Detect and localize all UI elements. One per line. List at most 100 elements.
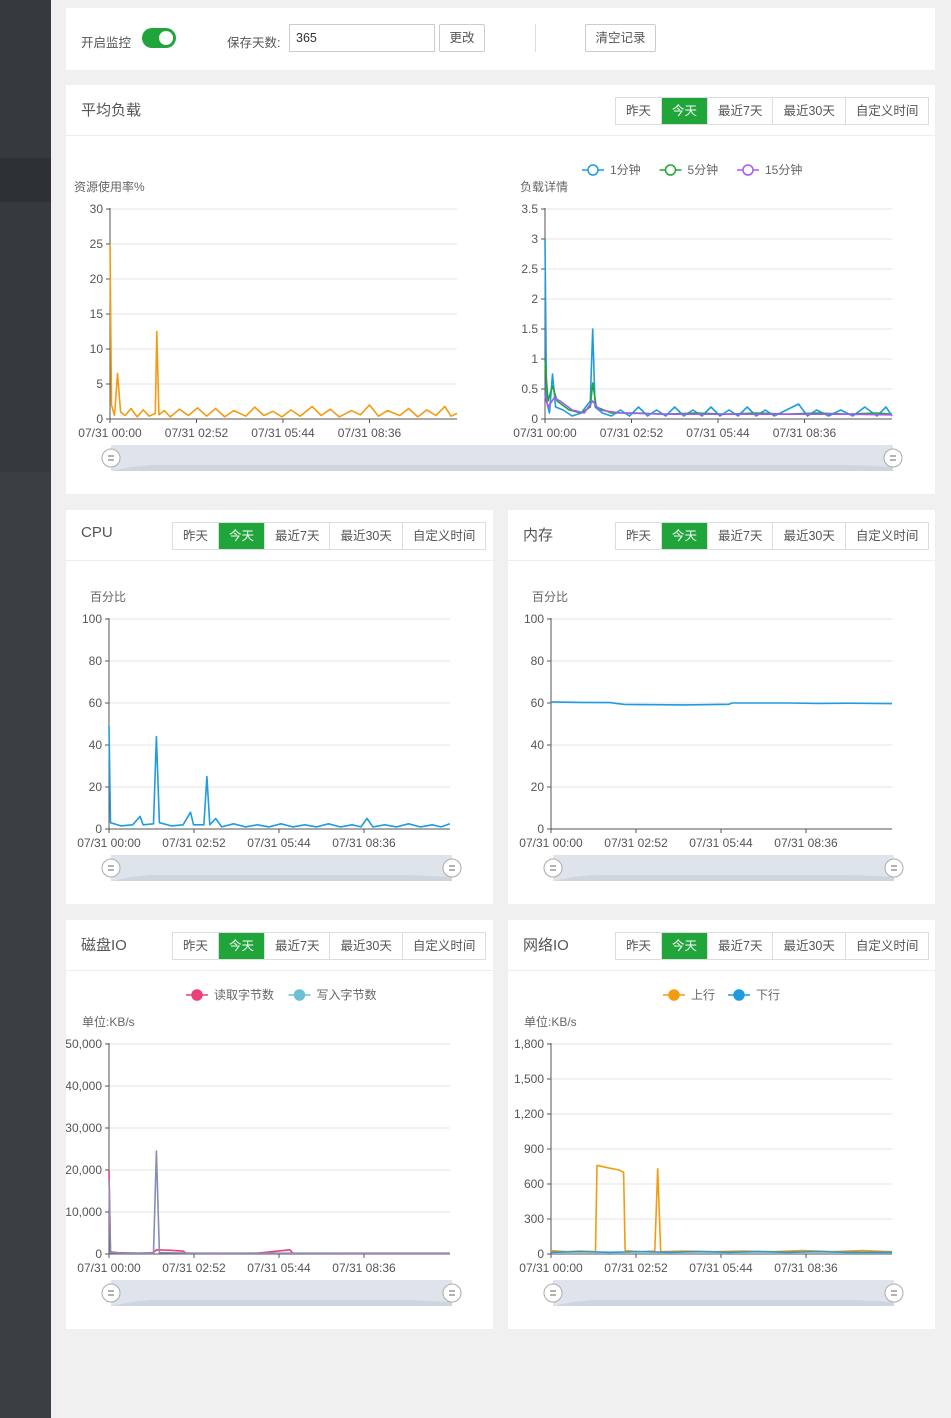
range-tab[interactable]: 最近30天 — [773, 98, 846, 124]
y-tick-label: 1,500 — [514, 1072, 544, 1086]
memory-title: 内存 — [523, 527, 554, 544]
load-legend: 1分钟 5分钟 15分钟 — [582, 162, 802, 177]
legend-marker — [668, 989, 680, 1001]
range-tab[interactable]: 最近7天 — [265, 523, 331, 549]
legend-item[interactable]: 1分钟 — [582, 162, 641, 177]
x-tick-label: 07/31 05:44 — [689, 1261, 753, 1275]
disk-legend: 读取字节数 写入字节数 — [186, 987, 377, 1002]
range-tab[interactable]: 最近30天 — [773, 933, 846, 959]
load-card: 平均负载 昨天 今天 最近7天 最近30天 自定义时间 资源使用率% 负载详情 1分钟 5… — [66, 85, 935, 494]
range-tab[interactable]: 自定义时间 — [855, 939, 919, 953]
x-tick-label: 07/31 02:52 — [600, 426, 664, 440]
x-tick-label: 07/31 08:36 — [332, 1261, 396, 1275]
series-line — [544, 238, 893, 417]
y-tick-label: 900 — [524, 1142, 544, 1156]
range-tab[interactable]: 最近7天 — [265, 933, 331, 959]
range-tab[interactable]: 最近7天 — [708, 933, 774, 959]
cpu-zoom-slider[interactable] — [101, 855, 462, 881]
y-tick-label: 2.5 — [521, 262, 538, 276]
y-tick-label: 10,000 — [66, 1205, 102, 1219]
y-tick-label: 30 — [90, 202, 104, 216]
series-line — [550, 1164, 893, 1253]
y-tick-label: 15 — [90, 307, 104, 321]
y-tick-label: 80 — [531, 654, 545, 668]
network-zoom-slider[interactable] — [543, 1280, 904, 1306]
legend-item[interactable]: 下行 — [728, 988, 780, 1002]
legend-marker — [733, 989, 745, 1001]
x-tick-label: 07/31 08:36 — [332, 836, 396, 850]
zoom-handle[interactable] — [101, 1283, 121, 1303]
y-tick-label: 1.5 — [521, 322, 538, 336]
range-tab[interactable]: 自定义时间 — [855, 104, 919, 118]
legend-label: 5分钟 — [688, 162, 719, 177]
zoom-handle[interactable] — [884, 1283, 904, 1303]
zoom-handle[interactable] — [442, 858, 462, 878]
y-tick-label: 10 — [90, 342, 104, 356]
y-tick-label: 20,000 — [66, 1163, 102, 1177]
range-tab[interactable]: 今天 — [219, 933, 266, 959]
zoom-handle[interactable] — [101, 448, 121, 468]
range-tab[interactable]: 昨天 — [616, 98, 663, 124]
range-tab[interactable]: 自定义时间 — [412, 529, 476, 543]
monitor-toggle[interactable] — [142, 28, 176, 48]
range-tab[interactable]: 自定义时间 — [855, 529, 919, 543]
memory-ylabel: 百分比 — [532, 590, 568, 604]
series-line — [108, 1150, 450, 1254]
range-tab[interactable]: 今天 — [219, 523, 266, 549]
handle-knob — [543, 1283, 563, 1303]
monitor-label: 开启监控 — [81, 36, 132, 50]
zoom-handle[interactable] — [442, 1283, 462, 1303]
zoom-handle[interactable] — [543, 1283, 563, 1303]
legend-item[interactable]: 读取字节数 — [186, 987, 274, 1002]
range-tab[interactable]: 今天 — [662, 933, 709, 959]
y-tick-label: 0 — [531, 412, 538, 426]
range-tab[interactable]: 今天 — [662, 523, 709, 549]
range-tab[interactable]: 昨天 — [616, 523, 663, 549]
range-tab[interactable]: 昨天 — [616, 933, 663, 959]
handle-knob — [884, 858, 904, 878]
handle-knob — [101, 1283, 121, 1303]
cpu-chart: 0 20 40 60 80 100 07/31 00:00 07/31 02:52 07/31 … — [77, 612, 451, 850]
legend-marker — [293, 989, 306, 1001]
load-chart-svg: 资源使用率% 负载详情 1分钟 5分钟 15分钟 05101520253007/31… — [74, 162, 903, 471]
legend-item[interactable]: 5分钟 — [659, 162, 719, 177]
legend-item[interactable]: 写入字节数 — [288, 987, 377, 1002]
range-tab[interactable]: 昨天 — [173, 523, 220, 549]
x-tick-label: 07/31 08:36 — [774, 836, 838, 850]
legend-label: 上行 — [691, 988, 715, 1002]
range-tab[interactable]: 最近30天 — [330, 523, 403, 549]
legend-item[interactable]: 15分钟 — [737, 162, 802, 177]
y-tick-label: 1,200 — [514, 1107, 544, 1121]
load-zoom-slider[interactable] — [101, 445, 903, 471]
legend-label: 1分钟 — [610, 162, 641, 177]
range-tab[interactable]: 昨天 — [173, 933, 220, 959]
change-button[interactable]: 更改 — [439, 24, 485, 52]
retain-days-input[interactable] — [289, 24, 435, 52]
range-tab[interactable]: 今天 — [662, 98, 709, 124]
x-tick-label: 07/31 08:36 — [338, 426, 402, 440]
x-tick-label: 07/31 05:44 — [247, 836, 311, 850]
disk-zoom-slider[interactable] — [101, 1280, 462, 1306]
zoom-handle[interactable] — [543, 858, 563, 878]
disk-io-card: 磁盘IO 昨天 今天 最近7天 最近30天 自定义时间 读取字节数 写入字节数 单位:KB… — [66, 920, 493, 1329]
legend-item[interactable]: 上行 — [663, 988, 715, 1002]
zoom-handle[interactable] — [101, 858, 121, 878]
network-io-card: 网络IO 昨天 今天 最近7天 最近30天 自定义时间 上行 下行 单位:KB/s 0 30… — [508, 920, 935, 1329]
x-tick-label: 07/31 00:00 — [78, 426, 142, 440]
zoom-handle[interactable] — [884, 858, 904, 878]
y-tick-label: 20 — [89, 780, 103, 794]
range-tab[interactable]: 最近30天 — [773, 523, 846, 549]
range-tab[interactable]: 最近7天 — [708, 523, 774, 549]
y-tick-label: 40,000 — [66, 1079, 102, 1093]
memory-zoom-slider[interactable] — [543, 855, 904, 881]
range-tab[interactable]: 自定义时间 — [412, 939, 476, 953]
zoom-handle[interactable] — [883, 448, 903, 468]
network-range-tabs: 昨天 今天 最近7天 最近30天 自定义时间 — [615, 932, 930, 960]
range-tab[interactable]: 最近7天 — [708, 98, 774, 124]
range-tab[interactable]: 最近30天 — [330, 933, 403, 959]
clear-records-button[interactable]: 清空记录 — [585, 24, 656, 52]
sidebar-active-item[interactable] — [0, 158, 51, 202]
y-tick-label: 0 — [537, 1247, 544, 1261]
x-tick-label: 07/31 00:00 — [513, 426, 577, 440]
x-tick-label: 07/31 00:00 — [519, 836, 583, 850]
